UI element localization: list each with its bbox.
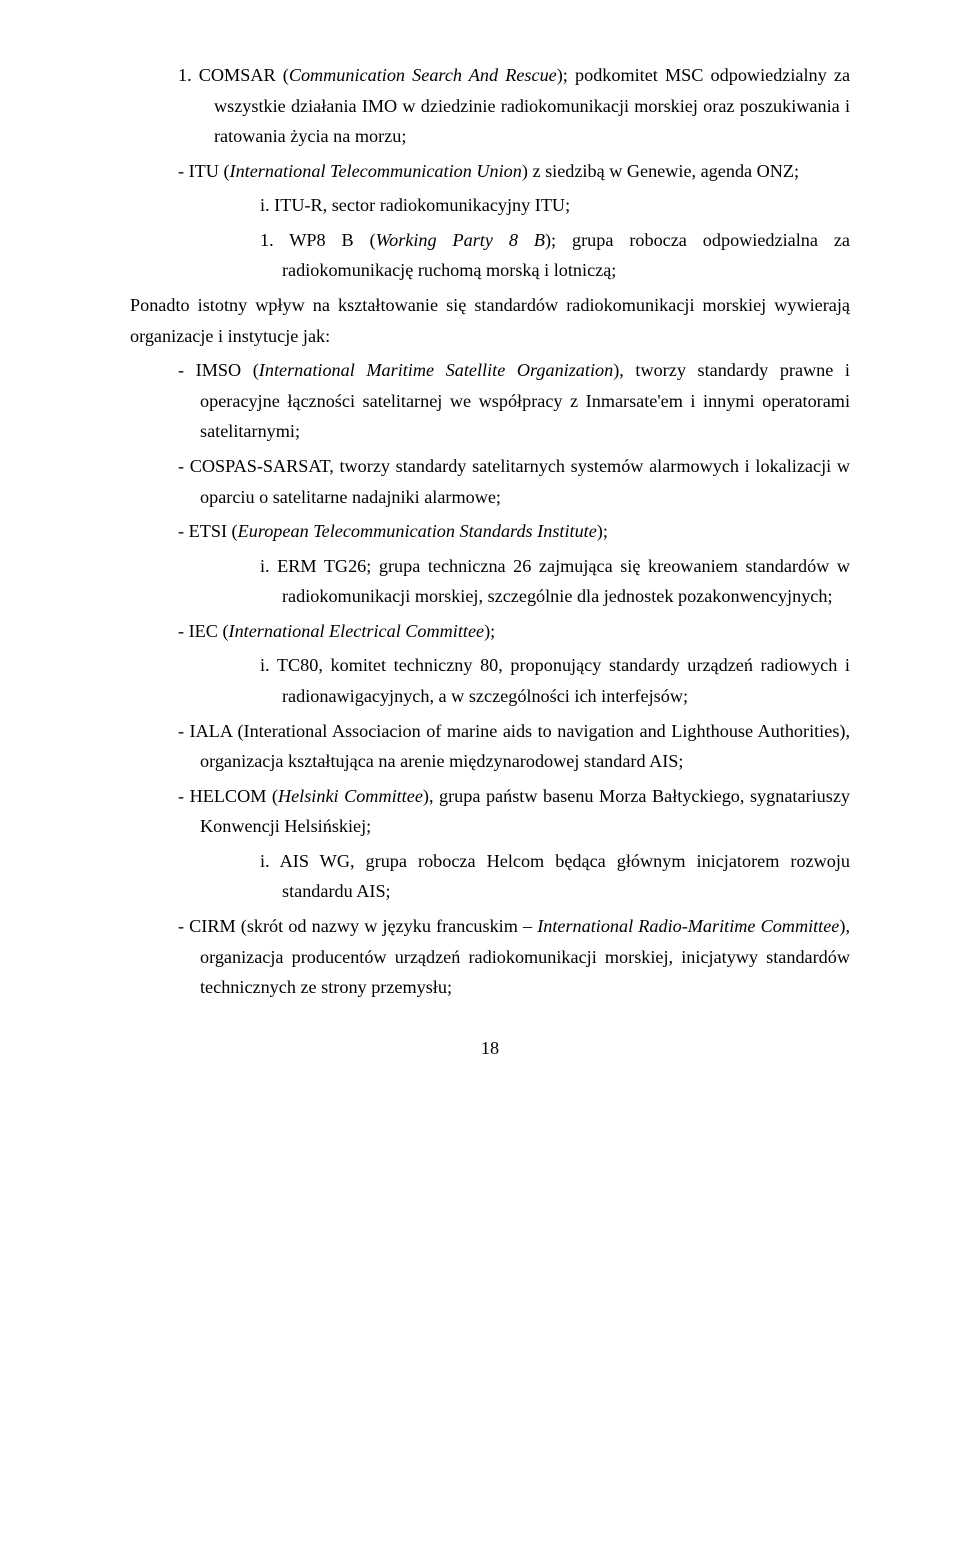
list-item: 1. COMSAR (Communication Search And Resc… — [130, 60, 850, 152]
text: 1. WP8 B ( — [260, 230, 376, 250]
text: i. TC80, komitet techniczny 80, proponuj… — [260, 655, 850, 706]
text: ) z siedzibą w Genewie, agenda ONZ; — [522, 161, 799, 181]
text: - IALA (Interational Associacion of mari… — [178, 721, 850, 772]
text: - IMSO ( — [178, 360, 259, 380]
list-item: - HELCOM (Helsinki Committee), grupa pań… — [130, 781, 850, 842]
list-item: i. ITU-R, sector radiokomunikacyjny ITU; — [130, 190, 850, 221]
document-page: 1. COMSAR (Communication Search And Resc… — [0, 0, 960, 1545]
italic-text: Working Party 8 B — [376, 230, 545, 250]
text: Ponadto istotny wpływ na kształtowanie s… — [130, 295, 850, 346]
text: 1. COMSAR ( — [178, 65, 289, 85]
list-item: i. AIS WG, grupa robocza Helcom będąca g… — [130, 846, 850, 907]
text: - HELCOM ( — [178, 786, 278, 806]
list-item: - ETSI (European Telecommunication Stand… — [130, 516, 850, 547]
text: i. AIS WG, grupa robocza Helcom będąca g… — [260, 851, 850, 902]
list-item: - IMSO (International Maritime Satellite… — [130, 355, 850, 447]
italic-text: European Telecommunication Standards Ins… — [238, 521, 597, 541]
text: - ITU ( — [178, 161, 230, 181]
paragraph: Ponadto istotny wpływ na kształtowanie s… — [130, 290, 850, 351]
text: i. ITU-R, sector radiokomunikacyjny ITU; — [260, 195, 570, 215]
text: ); — [597, 521, 608, 541]
list-item: 1. WP8 B (Working Party 8 B); grupa robo… — [130, 225, 850, 286]
list-item: - IEC (International Electrical Committe… — [130, 616, 850, 647]
text: ); — [484, 621, 495, 641]
text: - IEC ( — [178, 621, 229, 641]
list-item: - COSPAS-SARSAT, tworzy standardy sateli… — [130, 451, 850, 512]
italic-text: Helsinki Committee — [278, 786, 423, 806]
italic-text: International Radio-Maritime Committee — [537, 916, 839, 936]
list-item: - CIRM (skrót od nazwy w języku francusk… — [130, 911, 850, 1003]
list-item: i. TC80, komitet techniczny 80, proponuj… — [130, 650, 850, 711]
italic-text: International Maritime Satellite Organiz… — [259, 360, 613, 380]
page-number: 18 — [130, 1033, 850, 1064]
list-item: - IALA (Interational Associacion of mari… — [130, 716, 850, 777]
list-item: - ITU (International Telecommunication U… — [130, 156, 850, 187]
italic-text: International Electrical Committee — [229, 621, 485, 641]
text: i. ERM TG26; grupa techniczna 26 zajmują… — [260, 556, 850, 607]
text: - COSPAS-SARSAT, tworzy standardy sateli… — [178, 456, 850, 507]
text: - ETSI ( — [178, 521, 238, 541]
italic-text: Communication Search And Rescue — [289, 65, 557, 85]
italic-text: International Telecommunication Union — [230, 161, 522, 181]
list-item: i. ERM TG26; grupa techniczna 26 zajmują… — [130, 551, 850, 612]
text: - CIRM (skrót od nazwy w języku francusk… — [178, 916, 537, 936]
